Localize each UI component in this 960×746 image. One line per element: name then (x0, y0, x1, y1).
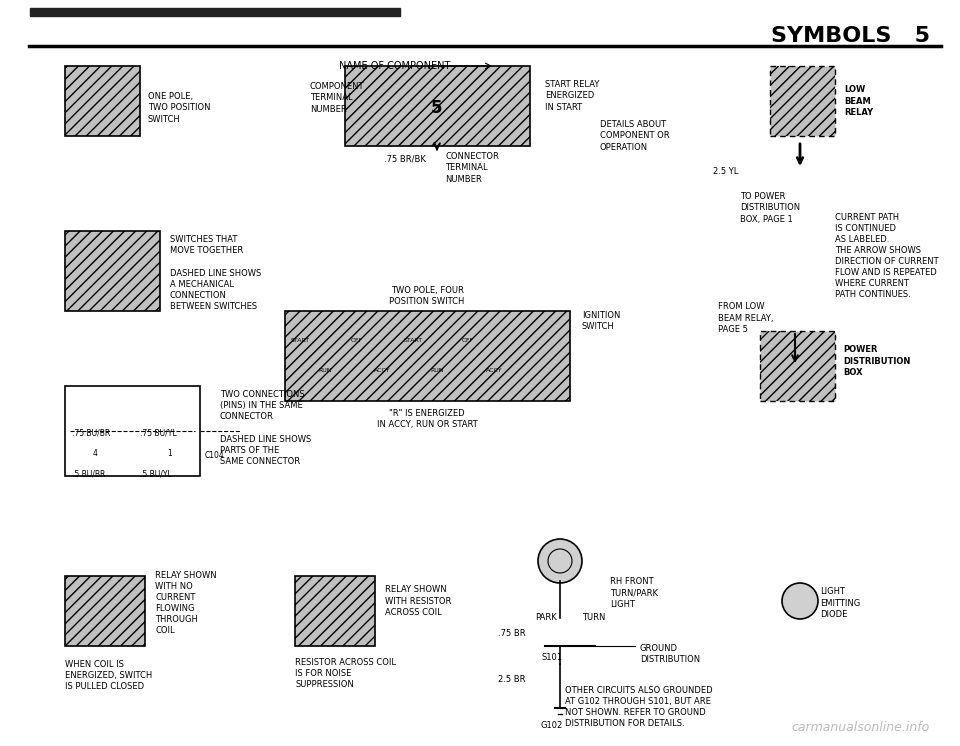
Text: OFF: OFF (350, 339, 363, 343)
Text: ONE POLE,
TWO POSITION
SWITCH: ONE POLE, TWO POSITION SWITCH (148, 93, 210, 124)
Text: .75 BR: .75 BR (498, 630, 526, 639)
Text: 5: 5 (431, 99, 443, 117)
Text: .5 BU/YL: .5 BU/YL (140, 469, 172, 478)
Bar (65, 576, 145, 646)
Text: POWER
DISTRIBUTION
BOX: POWER DISTRIBUTION BOX (843, 345, 910, 377)
Bar (65, 66, 140, 136)
Text: DETAILS ABOUT
COMPONENT OR
OPERATION: DETAILS ABOUT COMPONENT OR OPERATION (600, 120, 670, 151)
Text: .75 BU/YL: .75 BU/YL (140, 428, 177, 437)
Text: RELAY SHOWN
WITH NO
CURRENT
FLOWING
THROUGH
COIL: RELAY SHOWN WITH NO CURRENT FLOWING THRO… (155, 571, 217, 636)
Text: OTHER CIRCUITS ALSO GROUNDED
AT G102 THROUGH S101, BUT ARE
NOT SHOWN. REFER TO G: OTHER CIRCUITS ALSO GROUNDED AT G102 THR… (565, 686, 712, 728)
Bar (30, 8, 400, 16)
Text: SWITCHES THAT
MOVE TOGETHER

DASHED LINE SHOWS
A MECHANICAL
CONNECTION
BETWEEN S: SWITCHES THAT MOVE TOGETHER DASHED LINE … (170, 235, 261, 311)
Text: C104: C104 (205, 451, 225, 460)
Text: RH FRONT
TURN/PARK
LIGHT: RH FRONT TURN/PARK LIGHT (610, 577, 658, 609)
Text: RUN: RUN (430, 369, 444, 374)
Text: RELAY SHOWN
WITH RESISTOR
ACROSS COIL: RELAY SHOWN WITH RESISTOR ACROSS COIL (385, 586, 451, 617)
Text: IGNITION
SWITCH: IGNITION SWITCH (582, 311, 620, 331)
Text: 2.5 BR: 2.5 BR (498, 675, 525, 685)
Text: CONNECTOR
TERMINAL
NUMBER: CONNECTOR TERMINAL NUMBER (445, 152, 499, 184)
Text: COMPONENT
TERMINAL
NUMBER: COMPONENT TERMINAL NUMBER (310, 82, 365, 113)
Text: RESISTOR ACROSS COIL
IS FOR NOISE
SUPPRESSION: RESISTOR ACROSS COIL IS FOR NOISE SUPPRE… (295, 658, 396, 689)
Bar (760, 331, 835, 401)
Text: OFF: OFF (462, 339, 474, 343)
Circle shape (538, 539, 582, 583)
Bar (770, 66, 835, 136)
Text: 1: 1 (168, 448, 173, 457)
Text: RUN: RUN (319, 369, 332, 374)
Circle shape (782, 583, 818, 619)
Text: FROM LOW
BEAM RELAY,
PAGE 5: FROM LOW BEAM RELAY, PAGE 5 (718, 302, 774, 333)
Text: TWO CONNECTIONS
(PINS) IN THE SAME
CONNECTOR

DASHED LINE SHOWS
PARTS OF THE
SAM: TWO CONNECTIONS (PINS) IN THE SAME CONNE… (220, 390, 311, 466)
Text: G102: G102 (540, 721, 564, 730)
Text: ACCY: ACCY (373, 369, 391, 374)
Text: LIGHT
EMITTING
DIODE: LIGHT EMITTING DIODE (820, 587, 860, 618)
Bar (65, 231, 160, 311)
Bar (295, 576, 375, 646)
Text: carmanualsonline.info: carmanualsonline.info (792, 721, 930, 734)
Text: S101: S101 (541, 653, 563, 662)
Bar (760, 331, 835, 401)
Text: NAME OF COMPONENT: NAME OF COMPONENT (339, 61, 450, 71)
Bar (770, 66, 835, 136)
Text: 4: 4 (92, 448, 97, 457)
Text: 2.5 YL: 2.5 YL (712, 166, 738, 175)
Text: GROUND
DISTRIBUTION: GROUND DISTRIBUTION (640, 644, 700, 664)
Bar (65, 231, 160, 311)
Bar (285, 311, 570, 401)
Bar (65, 576, 145, 646)
Text: START RELAY
ENERGIZED
IN START: START RELAY ENERGIZED IN START (545, 81, 599, 112)
Text: ACCY: ACCY (486, 369, 502, 374)
Text: WHEN COIL IS
ENERGIZED, SWITCH
IS PULLED CLOSED: WHEN COIL IS ENERGIZED, SWITCH IS PULLED… (65, 660, 153, 692)
Bar (345, 66, 530, 146)
Text: CURRENT PATH
IS CONTINUED
AS LABELED.
THE ARROW SHOWS
DIRECTION OF CURRENT
FLOW : CURRENT PATH IS CONTINUED AS LABELED. TH… (835, 213, 939, 299)
Bar (345, 66, 530, 146)
Bar (65, 66, 140, 136)
Text: TWO POLE, FOUR
POSITION SWITCH: TWO POLE, FOUR POSITION SWITCH (390, 286, 465, 306)
Text: START: START (291, 339, 309, 343)
Text: LOW
BEAM
RELAY: LOW BEAM RELAY (844, 85, 874, 116)
Text: START: START (403, 339, 422, 343)
Text: TO POWER
DISTRIBUTION
BOX, PAGE 1: TO POWER DISTRIBUTION BOX, PAGE 1 (740, 192, 800, 224)
Text: .75 BR/BK: .75 BR/BK (384, 154, 426, 163)
Text: .5 BU/BR: .5 BU/BR (72, 469, 106, 478)
Bar (285, 311, 570, 401)
Text: .75 BU/BR: .75 BU/BR (72, 428, 110, 437)
Text: TURN: TURN (583, 613, 606, 622)
Text: SYMBOLS   5: SYMBOLS 5 (771, 26, 930, 46)
Text: PARK: PARK (535, 613, 557, 622)
Bar (295, 576, 375, 646)
Text: "R" IS ENERGIZED
IN ACCY, RUN OR START: "R" IS ENERGIZED IN ACCY, RUN OR START (376, 409, 477, 429)
Bar (65, 386, 200, 476)
